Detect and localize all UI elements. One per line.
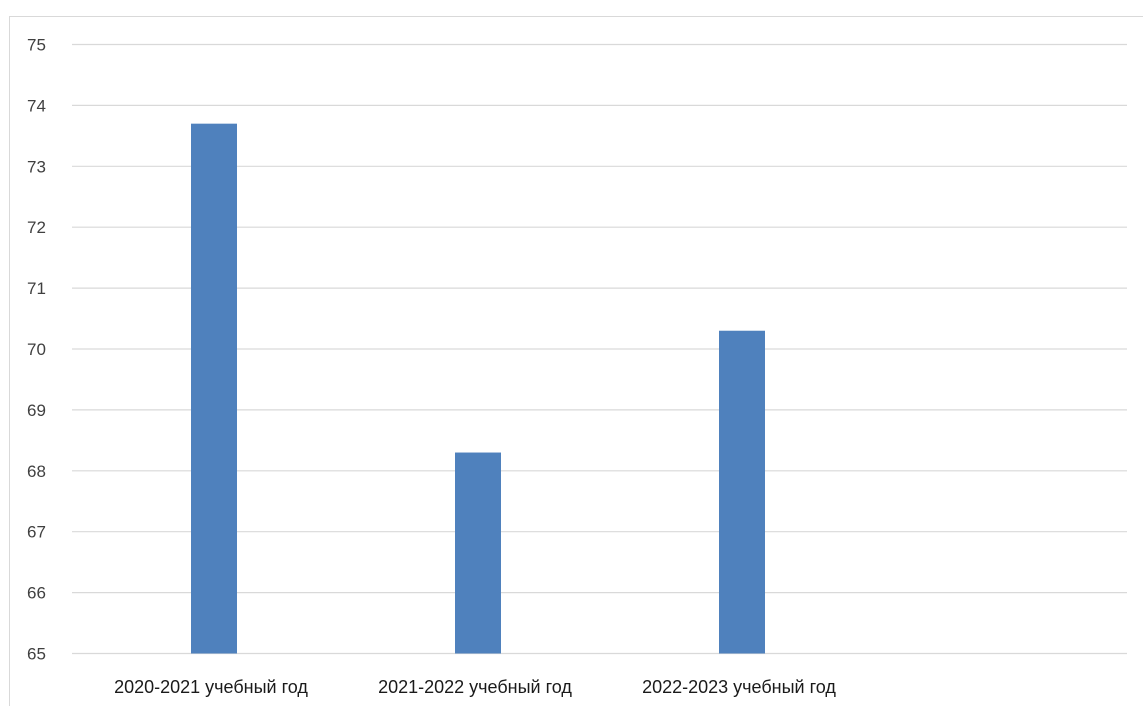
y-tick-label: 74 (27, 96, 46, 115)
y-tick-label: 66 (27, 584, 46, 603)
x-category-label: 2021-2022 учебный год (378, 677, 572, 697)
y-tick-label: 65 (27, 645, 46, 664)
bars (191, 123, 765, 654)
x-category-label: 2020-2021 учебный год (114, 677, 308, 697)
y-axis-ticks: 65 66 67 68 69 70 71 72 73 74 75 (27, 36, 46, 664)
y-tick-label: 70 (27, 340, 46, 359)
y-tick-label: 68 (27, 462, 46, 481)
y-tick-label: 69 (27, 401, 46, 420)
y-tick-label: 71 (27, 279, 46, 298)
y-tick-label: 75 (27, 36, 46, 55)
y-tick-label: 67 (27, 523, 46, 542)
y-tick-label: 72 (27, 218, 46, 237)
gridlines (72, 43, 1127, 655)
bar-2 (455, 452, 501, 654)
x-category-label: 2022-2023 учебный год (642, 677, 836, 697)
bar-1 (191, 123, 237, 654)
x-axis-categories: 2020-2021 учебный год 2021-2022 учебный г… (114, 677, 836, 697)
chart-frame (9, 16, 1143, 706)
y-tick-label: 73 (27, 157, 46, 176)
bar-3 (719, 330, 765, 654)
